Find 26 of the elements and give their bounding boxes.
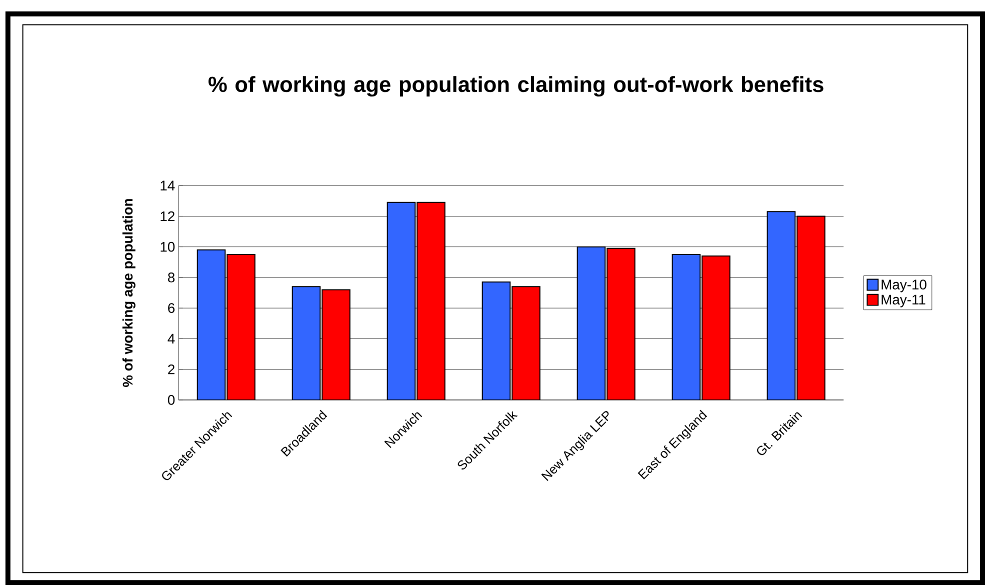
y-tick-label: 6 (168, 303, 175, 313)
legend-label: May-11 (882, 294, 926, 308)
chart-title: % of working age population claiming out-of-work benefits (208, 76, 824, 97)
bar (196, 249, 226, 400)
y-tick-label: 8 (168, 272, 175, 282)
bar (702, 256, 730, 400)
y-tick-label: 12 (160, 211, 174, 222)
bar (766, 211, 796, 400)
bar (512, 286, 540, 400)
bar (796, 216, 826, 400)
bar (292, 286, 321, 400)
bar (576, 246, 606, 400)
y-axis-title: % of working age population (122, 199, 136, 387)
bar (226, 254, 256, 400)
y-tick-label: 4 (168, 334, 175, 344)
legend-label: May-10 (882, 280, 926, 292)
y-tick-label: 0 (168, 395, 175, 405)
bar (417, 202, 445, 400)
y-tick-label: 10 (160, 242, 175, 252)
bar (606, 248, 636, 400)
y-tick-label: 2 (168, 364, 174, 374)
bar (387, 202, 416, 400)
y-tick-label: 14 (160, 180, 175, 190)
bar (322, 289, 350, 400)
bar (672, 254, 701, 400)
bar (482, 282, 511, 400)
